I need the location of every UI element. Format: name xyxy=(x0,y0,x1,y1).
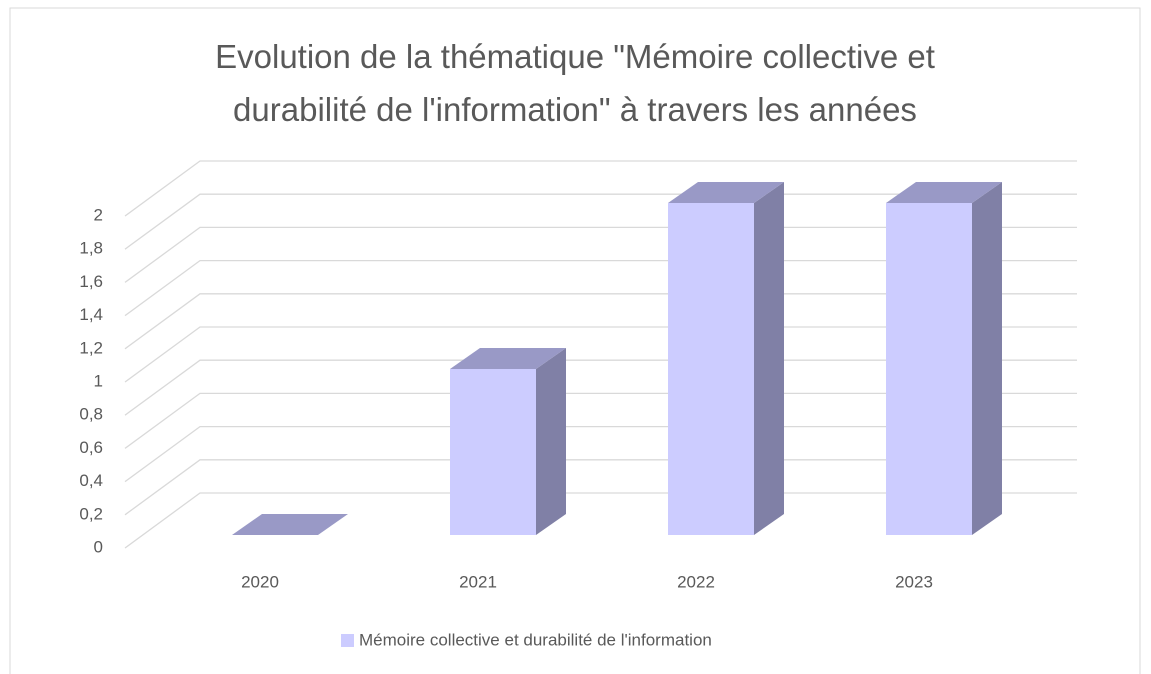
bar xyxy=(450,348,566,535)
y-tick-label: 1,4 xyxy=(79,305,103,324)
y-tick-label: 1,6 xyxy=(79,272,103,291)
legend-swatch xyxy=(341,634,354,647)
bar-front xyxy=(668,203,754,535)
grid-line xyxy=(124,226,1077,283)
bar-top xyxy=(886,182,1002,203)
chart-title: Evolution de la thématique "Mémoire coll… xyxy=(215,38,935,128)
legend-label: Mémoire collective et durabilité de l'in… xyxy=(359,630,712,649)
y-tick-label: 2 xyxy=(94,205,103,224)
x-tick-label: 2023 xyxy=(895,572,933,591)
x-tick-label: 2020 xyxy=(241,572,279,591)
y-tick-label: 0,4 xyxy=(79,471,103,490)
grid-line xyxy=(124,359,1077,416)
grid-line xyxy=(124,392,1077,449)
grid-line xyxy=(124,293,1077,350)
y-tick-label: 0 xyxy=(94,537,103,556)
y-tick-label: 0,6 xyxy=(79,438,103,457)
bar xyxy=(886,182,1002,535)
bar xyxy=(232,514,348,535)
y-tick-label: 0,8 xyxy=(79,405,103,424)
bar-top xyxy=(232,514,348,535)
bar-front xyxy=(450,369,536,535)
bar-side xyxy=(972,182,1002,535)
bar-side xyxy=(754,182,784,535)
grid-line xyxy=(124,193,1077,250)
y-tick-label: 1,2 xyxy=(79,338,103,357)
x-tick-label: 2021 xyxy=(459,572,497,591)
grid-line xyxy=(124,459,1077,516)
grid-line xyxy=(124,425,1077,483)
bar xyxy=(668,182,784,535)
y-tick-label: 1,8 xyxy=(79,239,103,258)
bar-top xyxy=(668,182,784,203)
grid-line xyxy=(124,326,1077,383)
x-tick-label: 2022 xyxy=(677,572,715,591)
grid-line xyxy=(124,492,1077,549)
chart-border xyxy=(9,7,1141,674)
y-tick-label: 1 xyxy=(94,371,103,390)
grid-line xyxy=(124,259,1077,317)
y-tick-label: 0,2 xyxy=(79,504,103,523)
grid-line xyxy=(124,160,1077,217)
bar-top xyxy=(450,348,566,369)
bar-side xyxy=(536,348,566,535)
bar-front xyxy=(886,203,972,535)
